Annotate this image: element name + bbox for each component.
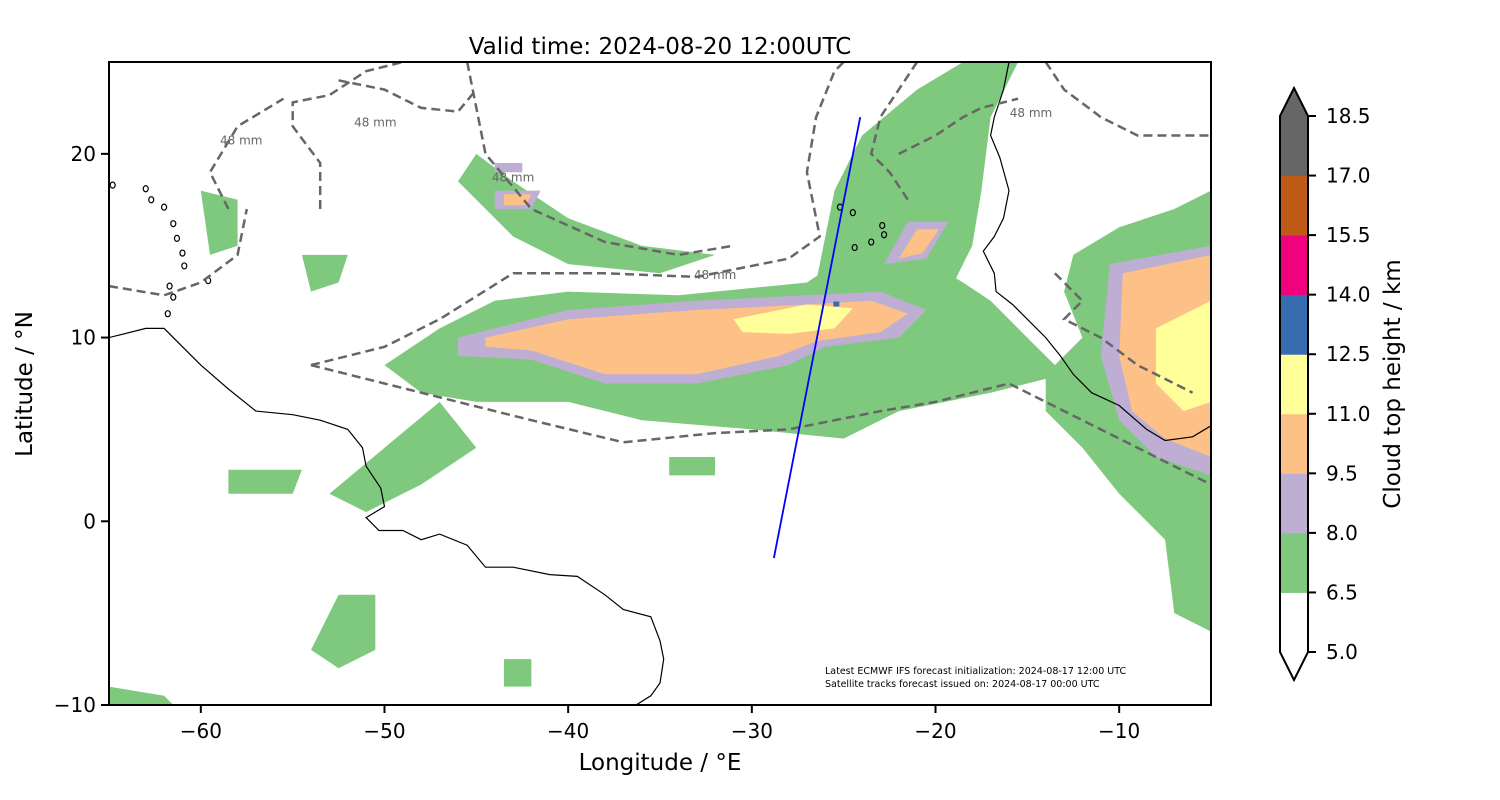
x-tick-label: −30 [731, 719, 773, 743]
precip-contour-line [310, 62, 845, 367]
plot-frame [108, 61, 1212, 706]
precip-contours: 48 mm 48 mm 48 mm 48 mm 48 mm [109, 62, 1211, 486]
y-axis: −10 0 10 20 [54, 142, 109, 717]
colorbar-segment [1280, 235, 1308, 296]
island [173, 234, 181, 242]
chart-title: Valid time: 2024-08-20 12:00UTC [469, 34, 852, 60]
colorbar-tick-label: 5.0 [1326, 640, 1358, 664]
colorbar-segment [1280, 294, 1308, 355]
island [170, 220, 177, 228]
coastlines [109, 62, 1211, 705]
cloud-region-level-1 [228, 469, 302, 494]
colorbar-tick-label: 9.5 [1326, 461, 1358, 485]
colorbar-tick-label: 8.0 [1326, 521, 1358, 545]
precip-contour-line [338, 79, 478, 113]
colorbar-segment [1280, 354, 1308, 415]
precip-contour-line [1044, 62, 1211, 137]
island [148, 196, 155, 204]
precip-contour-line [291, 62, 404, 209]
precip-contour-line [208, 97, 285, 210]
colorbar-segment [1280, 592, 1308, 653]
colorbar-segment [1280, 175, 1308, 236]
precip-contour-line [465, 62, 734, 257]
island [868, 238, 875, 246]
cloud-region-level-4 [1155, 300, 1211, 412]
colorbar-tick-label: 18.5 [1326, 104, 1371, 128]
x-tick-label: −50 [363, 719, 405, 743]
precip-contour-line [109, 208, 249, 297]
colorbar-tick-label: 15.5 [1326, 223, 1371, 247]
x-axis-label: Longitude / °E [579, 750, 742, 776]
colorbar-label: Cloud top height / km [1380, 259, 1406, 508]
colorbar-tick-label: 14.0 [1326, 283, 1371, 307]
x-axis: −60 −50 −40 −30 −20 −10 [180, 705, 1140, 743]
contour-label: 48 mm [1010, 106, 1052, 120]
island [880, 231, 888, 239]
colorbar: 5.0 6.5 8.0 9.5 11.0 12.5 14.0 15.5 17.0 18.5 [1279, 85, 1371, 683]
y-axis-label: Latitude / °N [12, 311, 38, 457]
coastline [109, 327, 665, 705]
colorbar-tick-label: 6.5 [1326, 580, 1358, 604]
y-tick-label: −10 [54, 693, 96, 717]
x-tick-label: −20 [914, 719, 956, 743]
cloud-region-level-4 [733, 304, 853, 334]
x-tick-label: −40 [547, 719, 589, 743]
colorbar-tick-label: 12.5 [1326, 342, 1371, 366]
island [109, 181, 116, 189]
precip-contour-line [869, 62, 919, 201]
island [851, 243, 858, 252]
cloud-region-level-1 [503, 659, 532, 687]
contour-label: 48 mm [354, 115, 396, 129]
cloud-region-level-1 [669, 457, 716, 476]
colorbar-segment [1280, 413, 1308, 474]
cloud-region-level-2 [494, 163, 523, 173]
satellite-track-line [772, 116, 862, 559]
island [166, 282, 173, 290]
island [879, 221, 886, 230]
colorbar-segment [1280, 116, 1308, 177]
contour-label: 48 mm [694, 268, 736, 282]
island [849, 209, 856, 217]
colorbar-tick-label: 17.0 [1326, 164, 1371, 188]
y-tick-label: 20 [71, 142, 96, 166]
x-tick-label: −60 [180, 719, 222, 743]
coastline [982, 62, 1211, 442]
contour-label: 48 mm [492, 170, 534, 184]
y-tick-label: 10 [71, 326, 96, 350]
cloud-region-level-3 [898, 229, 940, 259]
island [161, 203, 168, 211]
colorbar-extend-max [1280, 88, 1308, 116]
cloud-region-level-1 [816, 62, 1019, 283]
colorbar-segment [1280, 473, 1308, 534]
map-area: 48 mm 48 mm 48 mm 48 mm 48 mm [109, 62, 1211, 705]
island [164, 310, 171, 318]
island [142, 185, 149, 193]
cloud-region-level-1 [458, 153, 716, 274]
precip-contour-line [898, 97, 1019, 156]
cloud-top-height-fill [109, 62, 1211, 705]
cloud-region-level-1 [301, 254, 348, 292]
colorbar-tick-label: 11.0 [1326, 402, 1371, 426]
island [179, 249, 186, 257]
x-tick-label: −10 [1098, 719, 1140, 743]
cloud-region-level-1 [329, 401, 477, 513]
cloud-marker [833, 301, 840, 307]
cloud-region-level-1 [200, 190, 238, 255]
cloud-region-level-1 [109, 686, 174, 705]
satellite-track-layer [772, 116, 862, 559]
precip-contour-line [310, 363, 1211, 486]
precip-contour-line [1054, 272, 1194, 394]
contour-label: 48 mm [220, 134, 262, 148]
colorbar-segment [1280, 532, 1308, 593]
cloud-region-level-1 [311, 594, 376, 669]
annotation-satellite-tracks: Satellite tracks forecast issued on: 202… [825, 679, 1100, 690]
colorbar-extend-min [1280, 652, 1308, 680]
island [181, 262, 188, 270]
y-tick-label: 0 [83, 509, 96, 533]
island [170, 293, 177, 301]
annotation-forecast-init: Latest ECMWF IFS forecast initialization… [825, 666, 1126, 677]
